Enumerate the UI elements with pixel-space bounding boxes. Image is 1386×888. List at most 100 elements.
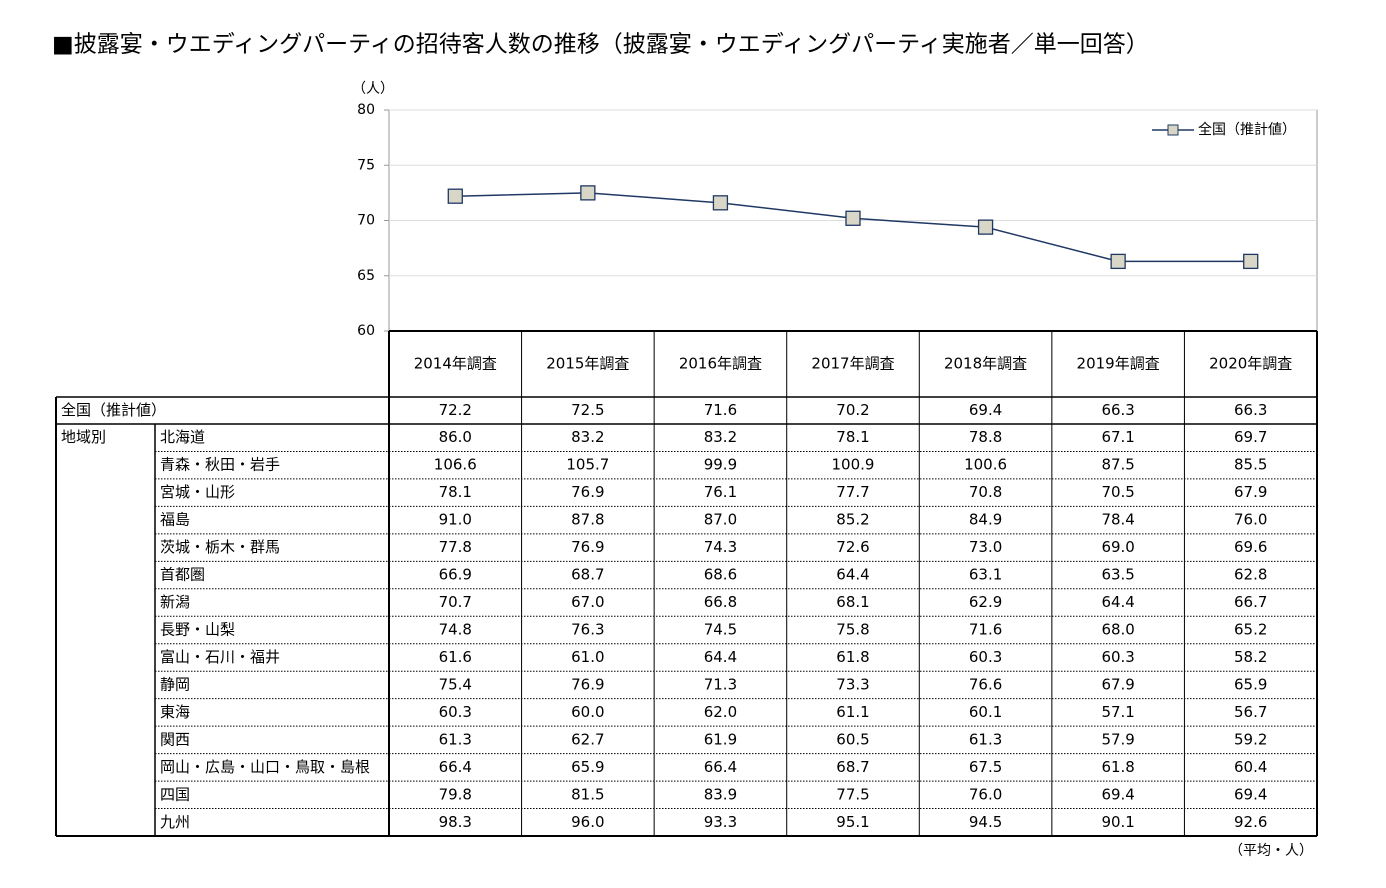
cell-value: 69.4: [969, 401, 1002, 419]
cell-value: 66.7: [1234, 593, 1267, 611]
cell-value: 60.0: [571, 703, 604, 721]
row-label: 福島: [160, 511, 190, 529]
cell-value: 85.5: [1234, 456, 1267, 474]
column-header: 2020年調査: [1209, 355, 1292, 373]
cell-value: 69.0: [1101, 538, 1134, 556]
cell-value: 84.9: [969, 511, 1002, 529]
cell-value: 70.7: [439, 593, 472, 611]
row-label: 九州: [160, 813, 190, 831]
marker: [580, 185, 596, 201]
cell-value: 76.3: [571, 621, 604, 639]
cell-value: 57.1: [1101, 703, 1134, 721]
column-header: 2018年調査: [944, 355, 1027, 373]
cell-value: 85.2: [836, 511, 869, 529]
column-header: 2017年調査: [811, 355, 894, 373]
cell-value: 74.5: [704, 621, 737, 639]
cell-value: 61.8: [836, 648, 869, 666]
y-tick-label: 80: [357, 102, 375, 118]
cell-value: 64.4: [1101, 593, 1134, 611]
cell-value: 61.3: [969, 730, 1002, 748]
legend-marker: [1167, 124, 1179, 136]
cell-value: 76.1: [704, 483, 737, 501]
row-label: 北海道: [160, 428, 205, 446]
cell-value: 60.4: [1234, 758, 1267, 776]
cell-value: 79.8: [439, 785, 472, 803]
y-tick-label: 70: [357, 213, 375, 229]
cell-value: 74.8: [439, 621, 472, 639]
cell-value: 100.6: [964, 456, 1007, 474]
cell-value: 83.9: [704, 785, 737, 803]
series-line: [455, 192, 1251, 263]
marker: [447, 188, 463, 204]
y-tick-label: 60: [357, 323, 375, 339]
row-label: 富山・石川・福井: [160, 648, 280, 666]
cell-value: 72.2: [439, 401, 472, 419]
row-label: 新潟: [160, 593, 190, 611]
cell-value: 67.9: [1234, 483, 1267, 501]
cell-value: 76.9: [571, 483, 604, 501]
cell-value: 61.0: [571, 648, 604, 666]
legend-label: 全国（推計値）: [1198, 121, 1296, 138]
marker: [977, 219, 994, 235]
cell-value: 87.8: [571, 511, 604, 529]
cell-value: 71.3: [704, 675, 737, 693]
cell-value: 91.0: [439, 511, 472, 529]
row-label: 全国（推計値）: [61, 401, 166, 419]
cell-value: 70.8: [969, 483, 1002, 501]
cell-value: 66.4: [704, 758, 737, 776]
cell-value: 61.3: [439, 730, 472, 748]
y-tick-label: 65: [357, 268, 375, 284]
cell-value: 90.1: [1101, 813, 1134, 831]
cell-value: 62.9: [969, 593, 1002, 611]
cell-value: 64.4: [836, 566, 869, 584]
row-label: 青森・秋田・岩手: [160, 456, 280, 474]
cell-value: 77.8: [439, 538, 472, 556]
cell-value: 63.1: [969, 566, 1002, 584]
chart-title: ■披露宴・ウエディングパーティの招待客人数の推移（披露宴・ウエディングパーティ実…: [52, 32, 1149, 58]
cell-value: 70.5: [1101, 483, 1134, 501]
marker: [845, 210, 861, 226]
cell-value: 68.6: [704, 566, 737, 584]
cell-value: 61.9: [704, 730, 737, 748]
cell-value: 66.3: [1234, 401, 1267, 419]
cell-value: 75.8: [836, 621, 869, 639]
cell-value: 66.3: [1101, 401, 1134, 419]
row-label: 関西: [160, 730, 190, 748]
cell-value: 69.4: [1101, 785, 1134, 803]
cell-value: 60.5: [836, 730, 869, 748]
group-label: 地域別: [61, 428, 106, 446]
cell-value: 67.5: [969, 758, 1002, 776]
cell-value: 72.5: [571, 401, 604, 419]
cell-value: 69.6: [1234, 538, 1267, 556]
cell-value: 67.9: [1101, 675, 1134, 693]
cell-value: 65.9: [1234, 675, 1267, 693]
cell-value: 105.7: [566, 456, 609, 474]
cell-value: 60.1: [969, 703, 1002, 721]
cell-value: 60.3: [1101, 648, 1134, 666]
marker: [1243, 253, 1259, 270]
cell-value: 61.1: [836, 703, 869, 721]
row-label: 岡山・広島・山口・鳥取・島根: [160, 758, 370, 776]
cell-value: 65.2: [1234, 621, 1267, 639]
row-label: 茨城・栃木・群馬: [160, 538, 280, 556]
cell-value: 87.0: [704, 511, 737, 529]
row-label: 長野・山梨: [160, 621, 235, 639]
row-label: 宮城・山形: [160, 483, 235, 501]
cell-value: 62.0: [704, 703, 737, 721]
cell-value: 69.7: [1234, 428, 1267, 446]
column-header: 2019年調査: [1077, 355, 1160, 373]
cell-value: 68.7: [571, 566, 604, 584]
cell-value: 65.9: [571, 758, 604, 776]
column-header: 2015年調査: [546, 355, 629, 373]
cell-value: 96.0: [571, 813, 604, 831]
cell-value: 71.6: [969, 621, 1002, 639]
cell-value: 73.0: [969, 538, 1002, 556]
cell-value: 77.5: [836, 785, 869, 803]
cell-value: 72.6: [836, 538, 869, 556]
cell-value: 95.1: [836, 813, 869, 831]
cell-value: 77.7: [836, 483, 869, 501]
cell-value: 75.4: [439, 675, 472, 693]
cell-value: 99.9: [704, 456, 737, 474]
cell-value: 98.3: [439, 813, 472, 831]
cell-value: 100.9: [832, 456, 875, 474]
